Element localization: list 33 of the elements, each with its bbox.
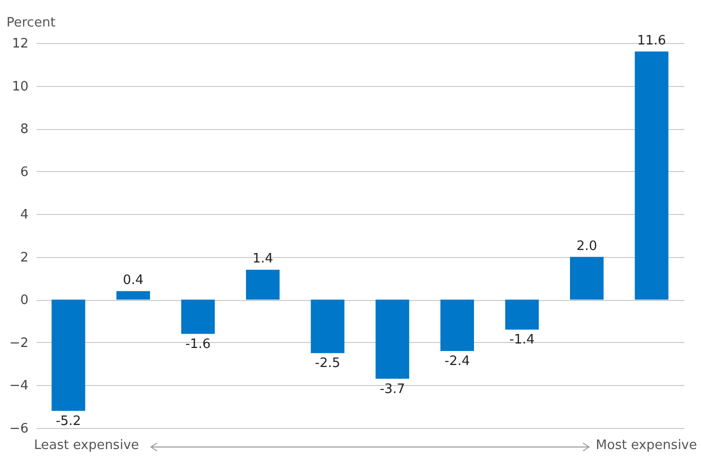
bar (116, 291, 150, 300)
bar (181, 300, 215, 334)
bar (440, 300, 474, 351)
data-label: -5.2 (56, 414, 82, 429)
data-label: 11.6 (637, 34, 666, 49)
y-axis-title: Percent (6, 16, 56, 30)
bar (570, 256, 604, 300)
y-tick-label: 12 (12, 36, 28, 52)
data-label: 0.4 (122, 273, 144, 288)
bar (376, 300, 410, 379)
y-tick-label: −6 (9, 422, 28, 436)
y-tick-label: −2 (9, 336, 28, 351)
text: Least expensive (34, 438, 140, 453)
bar (634, 52, 668, 300)
bar (310, 300, 344, 354)
data-label: 2.0 (576, 238, 598, 254)
data-label: -1.6 (185, 336, 211, 352)
y-tick-label: 8 (20, 122, 28, 138)
y-tick-label: 2 (20, 250, 28, 266)
data-label: -3.7 (380, 382, 406, 397)
y-tick-label: 10 (12, 79, 28, 94)
data-label: -2.5 (314, 356, 340, 372)
y-tick-label: −4 (9, 378, 28, 394)
y-tick-label: 0 (20, 293, 28, 308)
data-label: -2.4 (444, 354, 470, 369)
y-tick-label: 4 (20, 208, 28, 223)
bar (246, 270, 280, 300)
bar (505, 300, 539, 330)
text: Most expensive (596, 438, 697, 453)
bar (52, 300, 86, 411)
data-label: -1.4 (509, 332, 535, 348)
data-label: 1.4 (252, 252, 274, 267)
y-tick-label: 6 (20, 164, 28, 180)
